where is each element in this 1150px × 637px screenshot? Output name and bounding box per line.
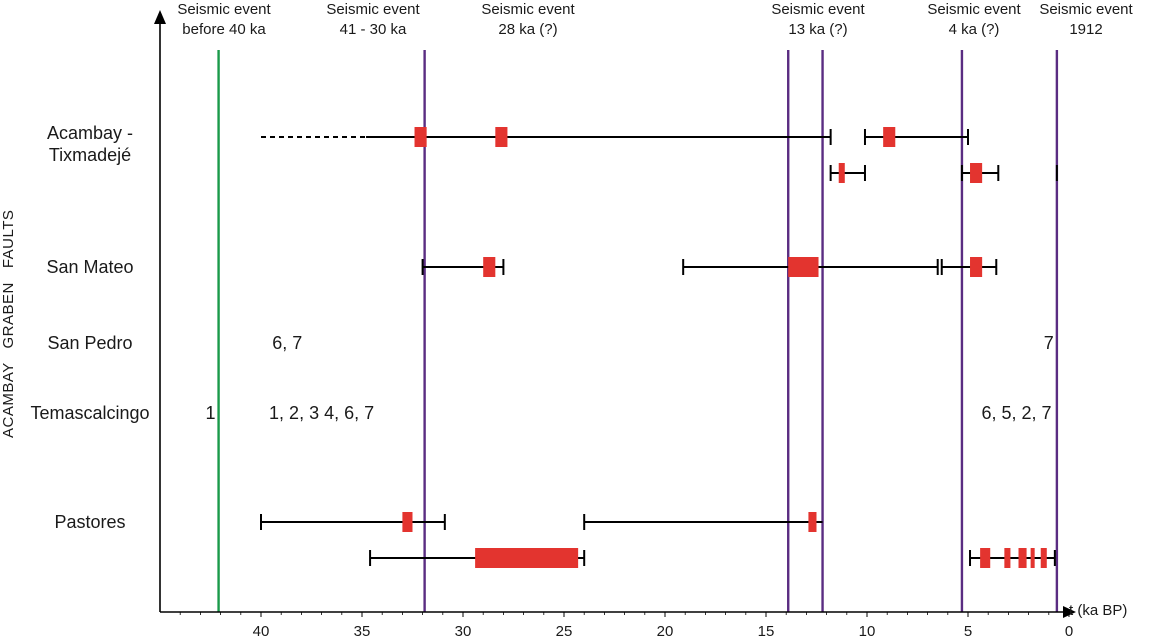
reference-note: 7 [1044, 333, 1054, 353]
age-marker [495, 127, 508, 147]
fault-label-line: San Mateo [46, 257, 133, 277]
x-tick-label: 30 [455, 623, 472, 637]
age-marker [402, 512, 413, 532]
seismic-event-lines [217, 50, 1059, 612]
fault-label-san-mateo: San Mateo [46, 257, 133, 277]
fault-label-line: Pastores [54, 512, 125, 532]
reference-note: 1 [205, 403, 215, 423]
y-axis-arrow [154, 10, 166, 24]
x-tick-label: 35 [354, 623, 371, 637]
event-label-13: Seismic event 13 ka (?) [771, 1, 865, 38]
event-label-line: Seismic event [1039, 1, 1133, 18]
x-tick-label: 40 [253, 623, 270, 637]
fault-label-line: Tixmadejé [49, 145, 131, 165]
event-label-line: 28 ka (?) [498, 21, 557, 38]
x-tick-label: 20 [657, 623, 674, 637]
age-marker [970, 257, 983, 277]
event-label-line: 1912 [1069, 21, 1102, 38]
event-label-line: Seismic event [771, 1, 865, 18]
fault-label-acambay: Acambay -Tixmadejé [47, 123, 133, 165]
age-marker [980, 548, 991, 568]
event-label-41-30: Seismic event 41 - 30 ka [326, 1, 420, 38]
seismic-event-labels: Seismic event before 40 ka Seismic event 41… [177, 1, 1133, 38]
event-label-line: 41 - 30 ka [340, 21, 407, 38]
age-marker [1030, 548, 1035, 568]
x-tick-label: 5 [964, 623, 972, 637]
event-label-line: 13 ka (?) [788, 21, 847, 38]
fault-label-line: San Pedro [47, 333, 132, 353]
age-marker [970, 163, 983, 183]
x-axis-label: t (ka BP) [1069, 602, 1127, 619]
event-label-line: 4 ka (?) [949, 21, 1000, 38]
event-label-line: Seismic event [481, 1, 575, 18]
y-group-label: ACAMBAY GRABEN FAULTS [0, 210, 17, 438]
age-marker [414, 127, 427, 147]
age-marker [1018, 548, 1027, 568]
x-tick-label: 10 [859, 623, 876, 637]
age-marker [483, 257, 496, 277]
fault-labels: Acambay -Tixmadejé San Mateo San Pedro Tema… [30, 123, 149, 532]
age-ranges [260, 129, 1058, 566]
event-label-4: Seismic event 4 ka (?) [927, 1, 1021, 38]
reference-note: 6, 7 [272, 333, 302, 353]
x-ticks: 40 35 30 25 20 15 10 5 0 [179, 612, 1073, 637]
event-label-line: Seismic event [326, 1, 420, 18]
fault-label-temascalcingo: Temascalcingo [30, 403, 149, 423]
event-label-line: Seismic event [177, 1, 271, 18]
event-label-1912: Seismic event 1912 [1039, 1, 1133, 38]
reference-note: 6, 5, 2, 7 [981, 403, 1051, 423]
age-marker [838, 163, 845, 183]
event-label-before-40: Seismic event before 40 ka [177, 1, 271, 38]
fault-label-line: Acambay - [47, 123, 133, 143]
age-marker [808, 512, 817, 532]
age-marker [788, 257, 819, 277]
event-label-line: Seismic event [927, 1, 1021, 18]
age-marker [883, 127, 896, 147]
event-label-28: Seismic event 28 ka (?) [481, 1, 575, 38]
age-marker [475, 548, 579, 568]
age-marker [1040, 548, 1047, 568]
reference-notes: 6, 7 7 1 1, 2, 3 4, 6, 7 6, 5, 2, 7 [205, 333, 1053, 423]
x-tick-label: 15 [758, 623, 775, 637]
axes: t (ka BP) ACAMBAY GRABEN FAULTS [0, 10, 1127, 619]
age-markers [402, 127, 1047, 568]
x-tick-label: 0 [1065, 623, 1073, 637]
fault-label-line: Temascalcingo [30, 403, 149, 423]
x-tick-label: 25 [556, 623, 573, 637]
fault-label-san-pedro: San Pedro [47, 333, 132, 353]
age-marker [1004, 548, 1011, 568]
event-label-line: before 40 ka [182, 21, 266, 38]
reference-note: 1, 2, 3 4, 6, 7 [269, 403, 374, 423]
fault-label-pastores: Pastores [54, 512, 125, 532]
